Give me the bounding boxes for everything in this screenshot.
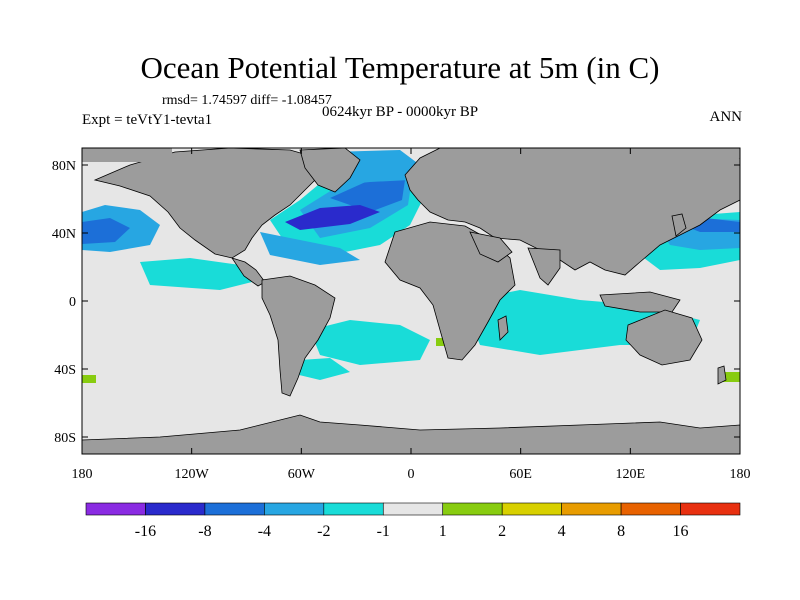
colorbar-bin	[204, 502, 265, 516]
y-tick-label: 80N	[52, 159, 76, 174]
y-tick-label: 40S	[54, 363, 76, 378]
x-tick-label: 60W	[288, 467, 316, 482]
land-arabia	[469, 231, 513, 263]
land-antarctica	[82, 414, 740, 454]
anomaly-southwest-atlantic	[295, 358, 350, 380]
anomaly-gulf-stream-core	[285, 205, 380, 230]
x-axis: 180 120W 60W 0 60E 120E 180	[72, 148, 751, 482]
colorbar-bin	[85, 502, 146, 516]
colorbar-bin	[145, 502, 206, 516]
period-label: 0624kyr BP - 0000kyr BP	[321, 104, 479, 120]
colorbar-label: -16	[135, 523, 156, 540]
land-north-america	[93, 148, 326, 259]
colorbar-label: -8	[198, 523, 211, 540]
x-tick-label: 0	[408, 467, 415, 482]
land-layer	[82, 148, 740, 454]
chart-title: Ocean Potential Temperature at 5m (in C)	[140, 50, 660, 85]
land-australia	[625, 309, 703, 366]
colorbar-label: 2	[498, 523, 506, 540]
y-tick-label: 0	[69, 295, 76, 310]
colorbar-bin	[442, 502, 503, 516]
colorbar-bin	[382, 502, 444, 516]
y-tick-label: 80S	[54, 431, 76, 446]
colorbar-bin	[561, 502, 622, 516]
anomaly-tropical-pacific	[140, 258, 260, 290]
anomaly-ne-pacific-core	[82, 218, 130, 244]
land-south-america	[261, 275, 336, 397]
x-tick-label: 60E	[509, 467, 532, 482]
colorbar-label: -2	[317, 523, 330, 540]
anomaly-west-atlantic	[260, 232, 360, 265]
anomaly-warm-patch-west	[82, 375, 96, 383]
y-axis: 80N 40N 0 40S 80S	[52, 159, 740, 446]
land-new-zealand	[717, 365, 727, 385]
x-tick-label: 180	[730, 467, 751, 482]
x-tick-label: 120E	[616, 467, 646, 482]
anomaly-layer	[82, 150, 740, 383]
colorbar-label: -1	[377, 523, 390, 540]
colorbar-label: 8	[617, 523, 625, 540]
colorbar-bin	[323, 502, 384, 516]
experiment-label: Expt = teVtY1-tevta1	[82, 112, 213, 128]
x-tick-label: 180	[72, 467, 93, 482]
season-label: ANN	[709, 109, 743, 125]
land-india	[527, 247, 561, 286]
land-madagascar	[497, 315, 509, 341]
anomaly-warm-patch-agulhas	[436, 338, 448, 346]
anomaly-subpolar	[330, 180, 405, 212]
colorbar-label: 1	[439, 523, 447, 540]
land-japan	[671, 213, 687, 237]
colorbar-bin	[680, 502, 741, 516]
anomaly-south-atlantic	[310, 320, 430, 365]
colorbar: -16 -8 -4 -2 -1 1 2 4 8 16	[85, 502, 741, 540]
anomaly-warm-patch-south-pacific	[722, 372, 740, 382]
colorbar-bin	[264, 502, 325, 516]
map-plot-area	[82, 148, 740, 454]
stats-text: rmsd= 1.74597 diff= -1.08457	[162, 93, 332, 108]
land-arctic-east	[600, 148, 740, 158]
y-tick-label: 40N	[52, 227, 76, 242]
colorbar-label: -4	[258, 523, 271, 540]
land-greenland	[299, 148, 361, 193]
x-tick-label: 120W	[175, 467, 210, 482]
colorbar-bin	[501, 502, 562, 516]
colorbar-label: 4	[558, 523, 566, 540]
colorbar-label: 16	[673, 523, 689, 540]
land-arctic-west	[82, 148, 172, 162]
colorbar-bin	[620, 502, 681, 516]
